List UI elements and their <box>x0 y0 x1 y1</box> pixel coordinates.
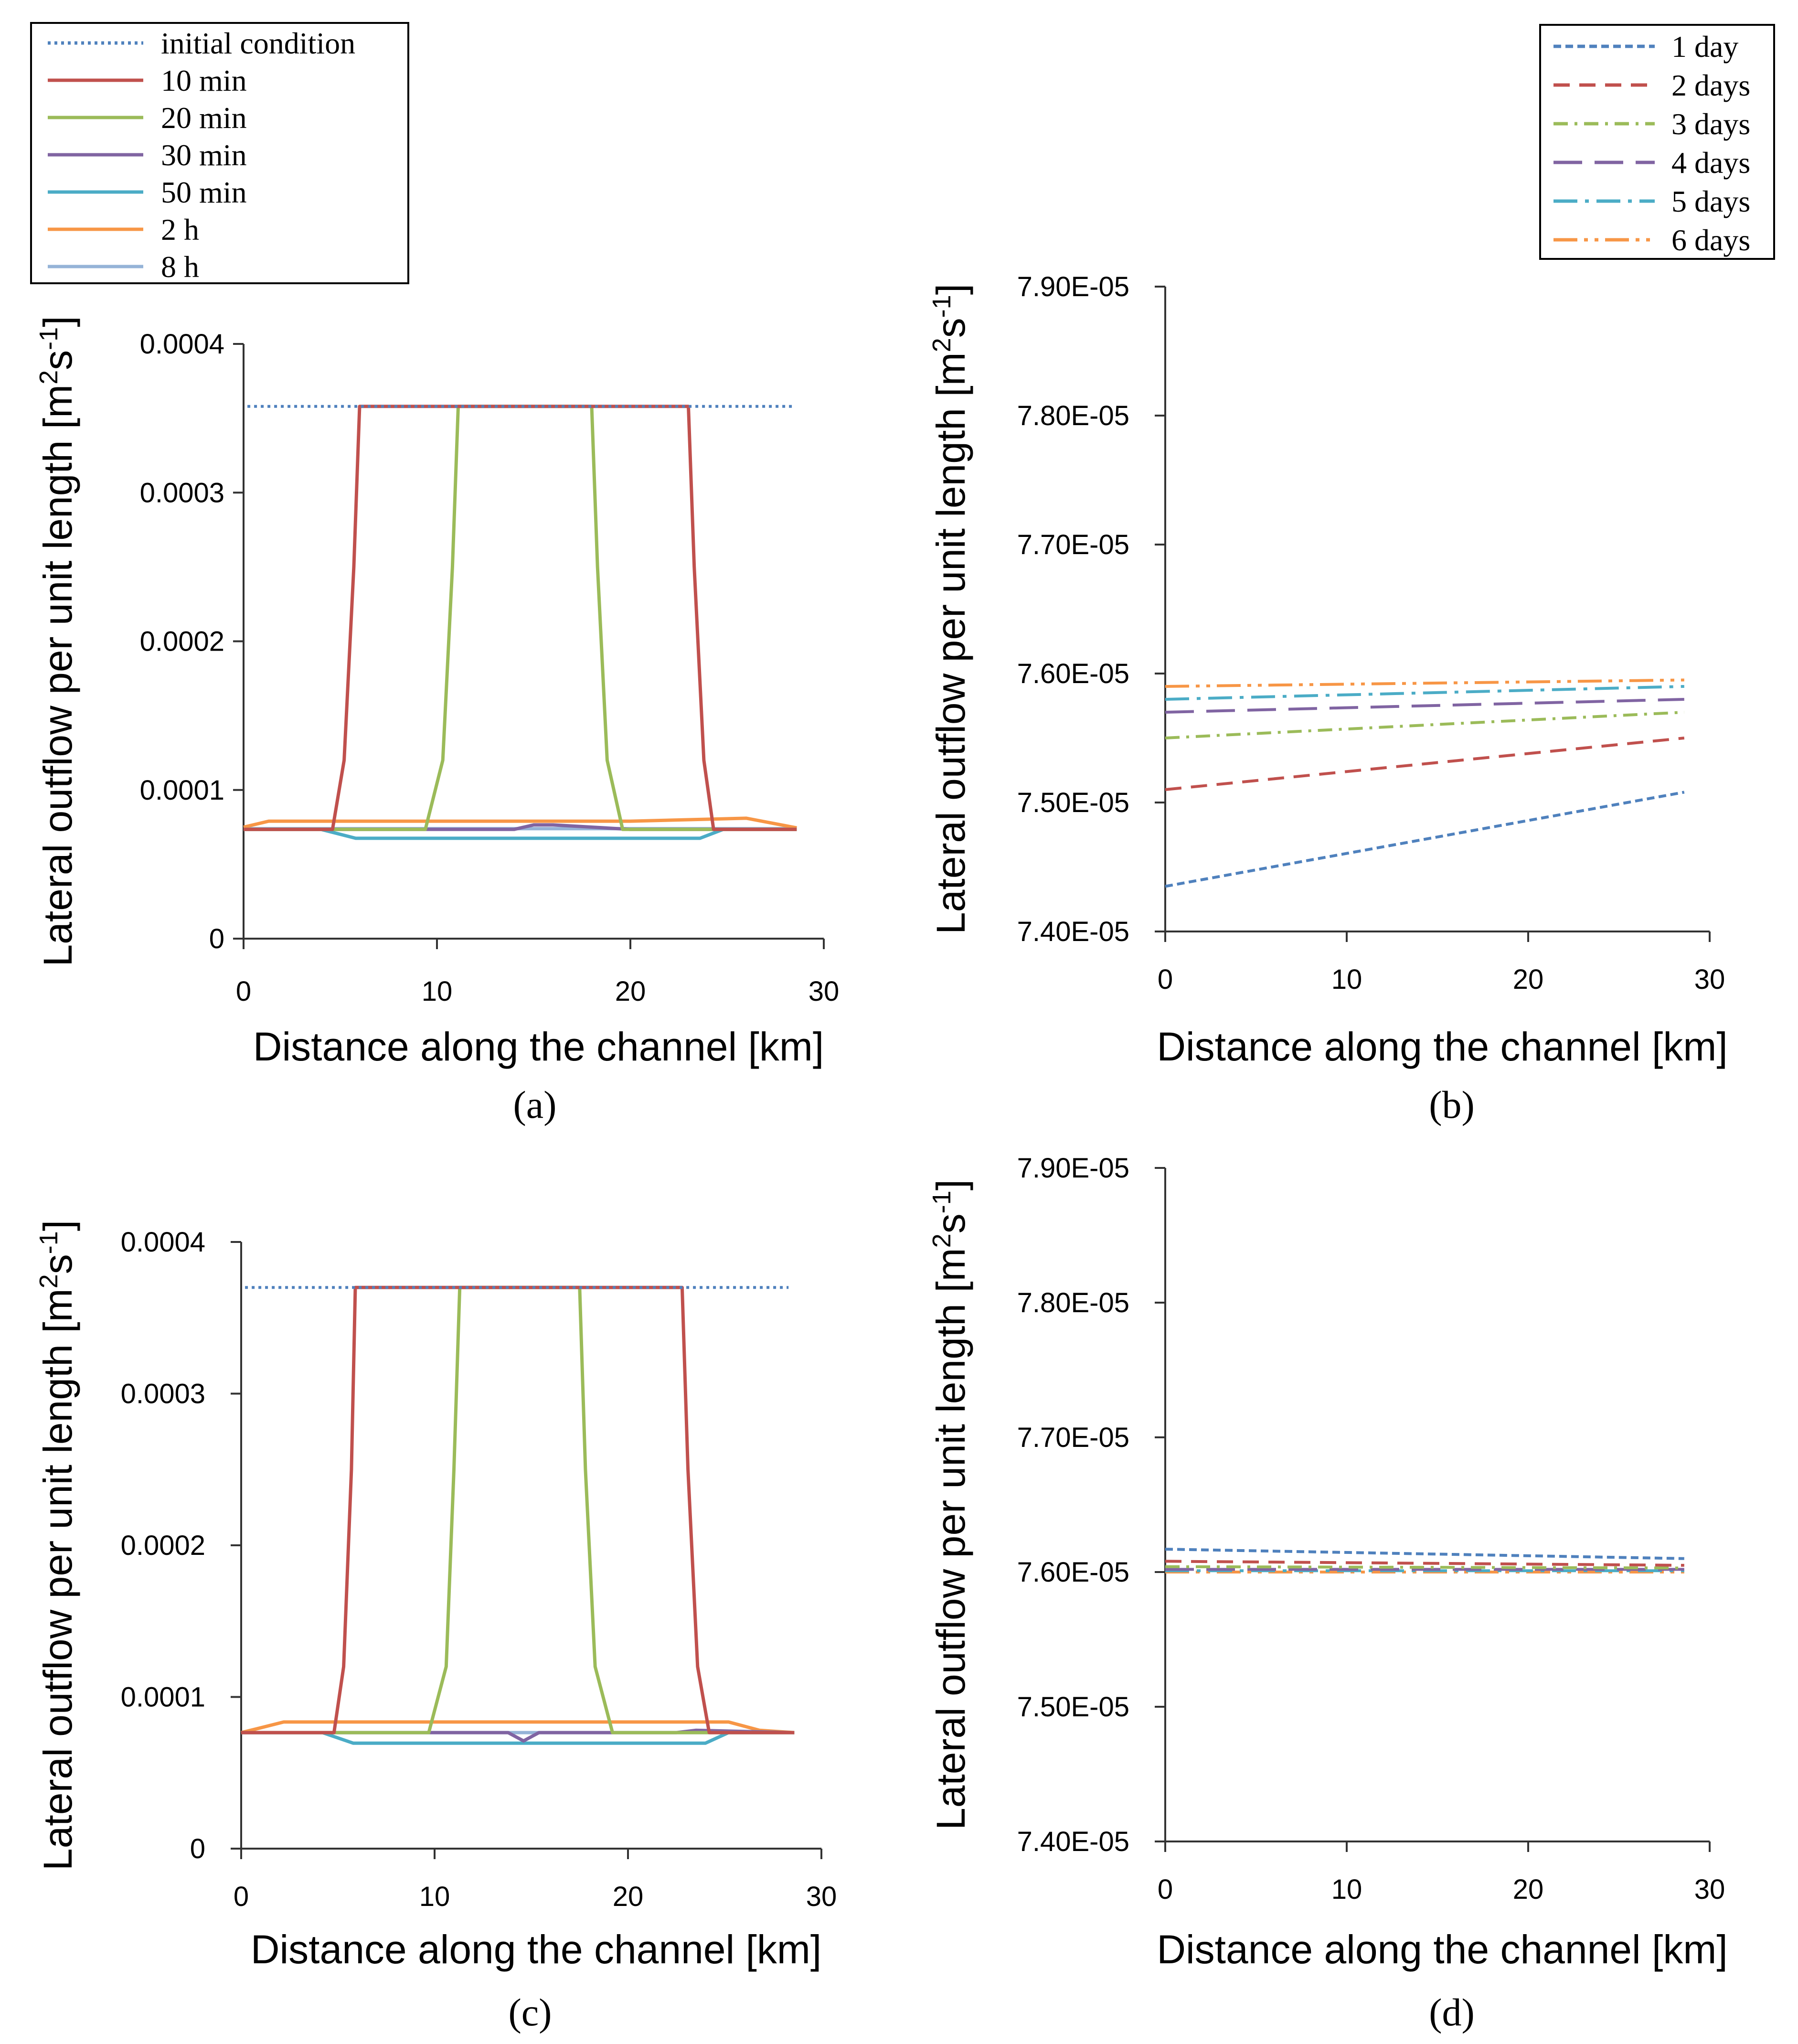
x-axis-label: Distance along the channel [km] <box>1157 1927 1727 1972</box>
legend-label: 2 h <box>161 213 199 246</box>
series-line-20-min <box>241 1285 795 1734</box>
y-axis-label: Lateral outflow per unit length [m2s-1] <box>34 316 80 966</box>
x-tick-label: 10 <box>419 1881 450 1912</box>
y-tick-label: 7.90E-05 <box>1017 1153 1129 1184</box>
y-tick-label: 0.0004 <box>121 1227 205 1258</box>
chart-c: 0 0.0001 0.0002 0.0003 0.0004 0 10 20 30 Distance… <box>34 1220 837 2034</box>
y-tick-label: 7.50E-05 <box>1017 787 1129 818</box>
x-tick-label: 10 <box>1331 1874 1362 1905</box>
panel-caption: (c) <box>508 1990 552 2034</box>
x-tick-label: 10 <box>422 976 453 1007</box>
legend-label: 50 min <box>161 175 247 209</box>
legend-time-days: 1 day 2 days 3 days 4 days 5 days 6 days <box>1539 24 1775 260</box>
y-tick-label: 7.70E-05 <box>1017 1422 1129 1453</box>
series-line-2-days <box>1165 1560 1684 1567</box>
y-tick-label: 0.0001 <box>121 1682 205 1713</box>
legend-label: 4 days <box>1671 146 1750 180</box>
y-axis-label: Lateral outflow per unit length [m2s-1] <box>927 284 973 934</box>
y-tick-label: 0 <box>190 1833 205 1864</box>
series-line-2-h <box>243 816 797 830</box>
legend-label: 6 days <box>1671 223 1750 257</box>
chart-d: 7.40E-05 7.50E-05 7.60E-05 7.70E-05 7.80E-05… <box>927 1153 1728 2034</box>
x-tick-label: 0 <box>234 1881 249 1912</box>
x-tick-label: 20 <box>613 1881 644 1912</box>
y-tick-label: 7.40E-05 <box>1017 916 1129 947</box>
y-tick-label: 7.70E-05 <box>1017 529 1129 560</box>
x-axis-label: Distance along the channel [km] <box>251 1927 821 1972</box>
y-tick-label: 7.90E-05 <box>1017 271 1129 302</box>
y-tick-label: 7.80E-05 <box>1017 400 1129 431</box>
series-line-3-days <box>1165 711 1684 739</box>
legend-label: initial condition <box>161 26 355 60</box>
x-tick-label: 20 <box>615 976 646 1007</box>
chart-a: 0 0.0001 0.0002 0.0003 0.0004 0 10 20 30 Distance… <box>34 316 839 1126</box>
series-line-2-days <box>1165 737 1685 791</box>
x-tick-label: 30 <box>809 976 840 1007</box>
y-tick-label: 7.60E-05 <box>1017 658 1129 689</box>
y-axis-label: Lateral outflow per unit length [m2s-1] <box>34 1220 80 1871</box>
x-axis-label: Distance along the channel [km] <box>253 1024 824 1069</box>
y-tick-label: 7.60E-05 <box>1017 1557 1129 1588</box>
y-tick-label: 0.0002 <box>121 1530 205 1561</box>
legend-label: 3 days <box>1671 107 1750 141</box>
x-tick-label: 0 <box>236 976 251 1007</box>
legend-label: 2 days <box>1671 68 1750 102</box>
y-tick-label: 0.0003 <box>140 477 224 508</box>
series-line-30-min <box>241 1728 795 1743</box>
y-tick-label: 7.50E-05 <box>1017 1691 1129 1723</box>
y-tick-label: 0.0003 <box>121 1379 205 1410</box>
y-tick-label: 7.80E-05 <box>1017 1287 1129 1318</box>
x-tick-label: 0 <box>1158 964 1173 995</box>
y-tick-label: 0.0002 <box>140 626 224 657</box>
x-tick-label: 10 <box>1331 964 1362 995</box>
y-tick-label: 7.40E-05 <box>1017 1826 1129 1857</box>
panel-caption: (b) <box>1429 1083 1475 1126</box>
x-axis-label: Distance along the channel [km] <box>1157 1024 1727 1069</box>
x-tick-label: 30 <box>1694 1874 1725 1905</box>
y-tick-label: 0.0001 <box>140 775 224 806</box>
x-tick-label: 20 <box>1513 964 1544 995</box>
panel-caption: (a) <box>513 1083 556 1126</box>
x-tick-label: 30 <box>1694 964 1725 995</box>
series-line-6-days <box>1165 678 1684 688</box>
chart-b: 7.40E-05 7.50E-05 7.60E-05 7.70E-05 7.80E-05… <box>927 271 1728 1126</box>
y-axis-label: Lateral outflow per unit length [m2s-1] <box>927 1179 973 1830</box>
x-tick-label: 30 <box>806 1881 837 1912</box>
series-line-10-min <box>244 405 797 831</box>
series-line-3-days <box>1165 1565 1684 1570</box>
x-tick-label: 0 <box>1158 1874 1173 1905</box>
legend-label: 10 min <box>161 64 247 97</box>
series-line-20-min <box>244 405 797 831</box>
legend-label: 5 days <box>1671 184 1750 218</box>
x-tick-label: 20 <box>1513 1874 1544 1905</box>
series-line-1-day <box>1165 1548 1684 1560</box>
legend-label: 1 day <box>1671 30 1738 64</box>
y-tick-label: 0.0004 <box>140 329 224 360</box>
series-line-4-days <box>1165 698 1684 714</box>
series-line-1-day <box>1165 791 1685 888</box>
legend-frame <box>1539 24 1775 260</box>
legend-label: 8 h <box>161 250 199 284</box>
panel-caption: (d) <box>1429 1990 1475 2034</box>
series-line-10-min <box>241 1285 795 1734</box>
legend-label: 20 min <box>161 101 247 135</box>
legend-label: 30 min <box>161 138 247 172</box>
series-line-5-days <box>1165 685 1684 701</box>
y-tick-label: 0 <box>209 923 224 954</box>
